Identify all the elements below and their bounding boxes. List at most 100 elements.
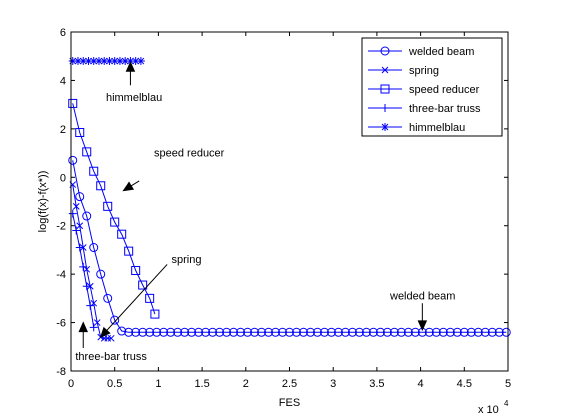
annotation-arrowhead bbox=[125, 61, 136, 72]
data-point bbox=[257, 327, 267, 337]
legend-item-welded-beam: welded beam bbox=[368, 46, 474, 58]
data-point bbox=[487, 327, 497, 337]
y-tick-label: -8 bbox=[56, 366, 66, 378]
data-point bbox=[89, 57, 98, 66]
data-point bbox=[201, 327, 211, 337]
data-point bbox=[354, 327, 364, 337]
data-point bbox=[403, 327, 413, 337]
data-point bbox=[89, 166, 99, 176]
data-point bbox=[72, 226, 81, 235]
data-point bbox=[431, 327, 441, 337]
x-tick-label: 0.5 bbox=[107, 378, 122, 390]
data-point bbox=[82, 211, 92, 221]
data-point bbox=[194, 327, 204, 337]
data-point bbox=[84, 57, 93, 66]
axes-box bbox=[70, 31, 509, 372]
data-point bbox=[243, 327, 253, 337]
legend-marker bbox=[380, 46, 390, 56]
y-tick-label: -6 bbox=[56, 318, 66, 330]
data-point bbox=[73, 57, 82, 66]
data-point bbox=[305, 327, 315, 337]
data-point bbox=[110, 57, 119, 66]
x-tick-label: 2 bbox=[243, 378, 249, 390]
data-series bbox=[68, 57, 511, 342]
data-point bbox=[72, 202, 80, 210]
data-point bbox=[75, 243, 84, 252]
data-point bbox=[145, 293, 155, 303]
data-point bbox=[347, 327, 357, 337]
data-point bbox=[152, 327, 162, 337]
annotation-text: himmelblau bbox=[106, 92, 162, 104]
data-point bbox=[326, 327, 336, 337]
data-point bbox=[424, 327, 434, 337]
data-point bbox=[466, 327, 476, 337]
data-point bbox=[410, 327, 420, 337]
legend-item-himmelblau: himmelblau bbox=[368, 122, 465, 134]
annotations: himmelblau speed reducer spring three-bar t… bbox=[75, 61, 455, 363]
annotation-arrow-line bbox=[100, 264, 168, 338]
y-tick-label: 2 bbox=[60, 124, 66, 136]
x-tick-label: 4.5 bbox=[457, 378, 472, 390]
data-point bbox=[229, 327, 239, 337]
data-point bbox=[117, 229, 127, 239]
annotation-arrowhead bbox=[78, 321, 89, 333]
data-point bbox=[131, 266, 141, 276]
annotation-arrowhead bbox=[417, 320, 428, 332]
data-point bbox=[208, 327, 218, 337]
legend-marker bbox=[380, 84, 390, 94]
data-point bbox=[75, 192, 85, 202]
series-three-bar-truss bbox=[68, 209, 98, 332]
x-tick-label: 3 bbox=[330, 378, 336, 390]
data-point bbox=[110, 217, 120, 227]
annotation-text: welded beam bbox=[389, 291, 455, 303]
data-point bbox=[180, 327, 190, 337]
data-point bbox=[173, 327, 183, 337]
legend-item-spring: spring bbox=[368, 65, 439, 77]
data-point bbox=[89, 323, 98, 332]
data-point bbox=[361, 327, 371, 337]
data-point bbox=[236, 327, 246, 337]
legend-label: three-bar truss bbox=[409, 103, 481, 115]
annotation-spring: spring bbox=[99, 254, 202, 339]
data-point bbox=[96, 181, 106, 191]
data-point bbox=[82, 282, 91, 291]
data-point bbox=[250, 327, 260, 337]
legend-marker bbox=[381, 123, 389, 131]
data-point bbox=[79, 57, 88, 66]
data-point bbox=[222, 327, 232, 337]
legend-label: speed reducer bbox=[409, 84, 480, 96]
data-point bbox=[166, 327, 176, 337]
data-point bbox=[138, 280, 148, 290]
series-himmelblau bbox=[68, 57, 145, 66]
data-point bbox=[264, 327, 274, 337]
data-point bbox=[105, 57, 114, 66]
x-tick-label: 1.5 bbox=[194, 378, 209, 390]
annotation-text: spring bbox=[172, 254, 202, 266]
annotation-text: three-bar truss bbox=[75, 351, 147, 363]
data-point bbox=[131, 327, 141, 337]
annotation-himmelblau: himmelblau bbox=[106, 61, 162, 104]
data-point bbox=[459, 327, 469, 337]
data-point bbox=[121, 57, 130, 66]
x-tick-label: 1 bbox=[155, 378, 161, 390]
annotation-speed-reducer: speed reducer bbox=[122, 148, 225, 192]
data-point bbox=[68, 155, 78, 165]
y-tick-label: -2 bbox=[56, 221, 66, 233]
data-point bbox=[159, 327, 169, 337]
x-tick-label: 2.5 bbox=[282, 378, 297, 390]
legend-item-speed-reducer: speed reducer bbox=[368, 84, 480, 96]
data-point bbox=[368, 327, 378, 337]
y-tick-label: 4 bbox=[60, 75, 66, 87]
data-point bbox=[115, 57, 124, 66]
data-point bbox=[285, 327, 294, 337]
data-point bbox=[75, 127, 85, 137]
data-point bbox=[187, 327, 197, 337]
data-point bbox=[291, 327, 301, 337]
data-point bbox=[100, 57, 109, 66]
data-point bbox=[145, 327, 155, 337]
legend-box bbox=[361, 37, 503, 137]
x-multiplier-exponent: 4 bbox=[504, 399, 509, 408]
legend-label: welded beam bbox=[408, 46, 474, 58]
legend-marker bbox=[381, 104, 389, 112]
data-point bbox=[438, 327, 448, 337]
